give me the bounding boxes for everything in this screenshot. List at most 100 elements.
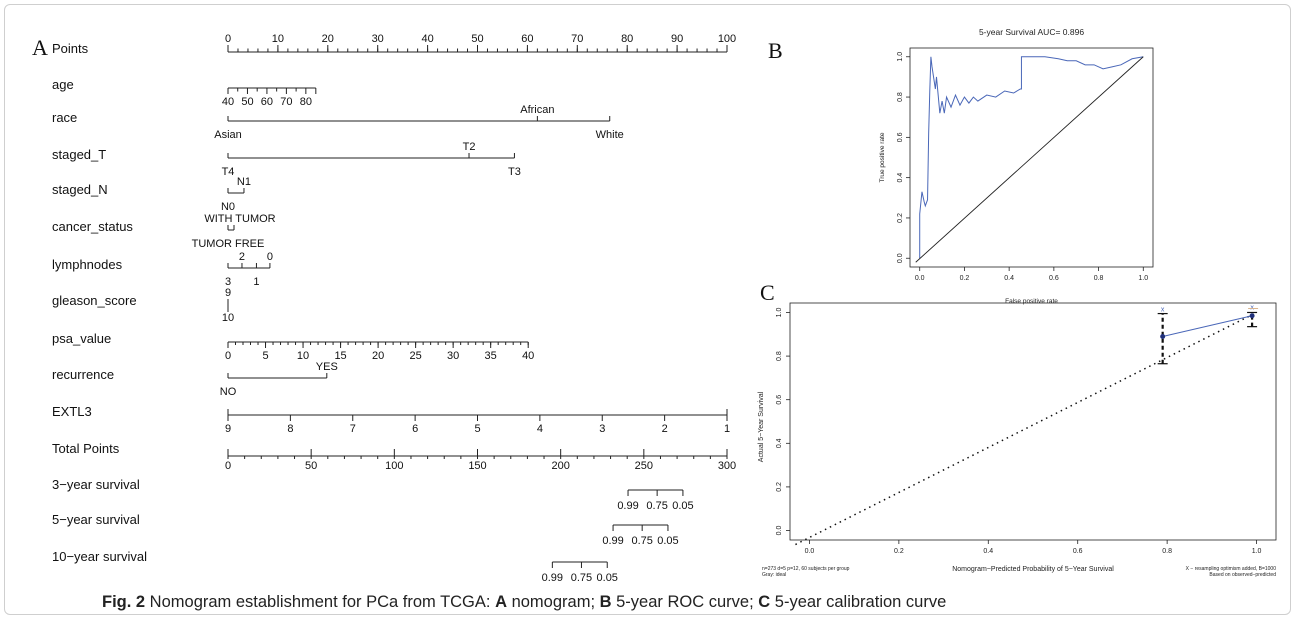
ideal-line: [795, 311, 1257, 546]
tick-label: 15: [334, 350, 346, 362]
tick-label: 0.05: [672, 500, 693, 512]
x-tick-label: 0.8: [1094, 275, 1104, 282]
level-label: N0: [221, 201, 235, 213]
tick-label: 0.05: [657, 535, 678, 547]
row-label: staged_N: [52, 182, 108, 197]
x-tick-label: 1.0: [1252, 548, 1262, 555]
tick-label: 0.99: [617, 500, 638, 512]
tick-label: 10: [297, 350, 309, 362]
y-tick-label: 1.0: [776, 308, 783, 318]
tick-label: 80: [300, 96, 312, 108]
tick-label: 250: [635, 460, 653, 472]
y-tick-label: 0.0: [897, 253, 904, 263]
chart-title: 5-year Survival AUC= 0.896: [979, 27, 1084, 37]
level-label: White: [596, 129, 624, 141]
caption-text-2: nomogram;: [507, 593, 600, 611]
level-label: T2: [463, 141, 476, 153]
tick-label: 6: [412, 423, 418, 435]
tick-label: 0: [225, 460, 231, 472]
tick-label: 30: [372, 33, 384, 45]
tick-label: 5: [262, 350, 268, 362]
row-label: gleason_score: [52, 293, 137, 308]
row-label: Points: [52, 41, 89, 56]
tick-label: 8: [287, 423, 293, 435]
row-label: EXTL3: [52, 404, 92, 419]
plot-box: [789, 302, 1277, 541]
level-label: T4: [222, 166, 235, 178]
tick-label: 3: [599, 423, 605, 435]
tick-label: 40: [522, 350, 534, 362]
tick-label: 70: [571, 33, 583, 45]
caption-text-3: 5-year ROC curve;: [611, 593, 759, 611]
observed-point: [1160, 333, 1166, 339]
level-label: 2: [239, 251, 245, 263]
tick-label: 9: [225, 423, 231, 435]
tick-label: 70: [280, 96, 292, 108]
figure-frame: [4, 4, 1291, 615]
tick-label: 2: [662, 423, 668, 435]
y-tick-label: 0.4: [897, 173, 904, 183]
caption-a: A: [495, 593, 507, 611]
tick-label: 90: [671, 33, 683, 45]
row-label: cancer_status: [52, 219, 133, 234]
roc-curve: [919, 56, 1144, 259]
resample-marker: x: [1161, 306, 1165, 313]
x-tick-label: 0.0: [805, 548, 815, 555]
tick-label: 7: [350, 423, 356, 435]
note-right-2: Based on observed−predicted: [1209, 572, 1276, 578]
calibration-panel: C Nomogram−Predicted Probability of 5−Yea…: [758, 280, 1277, 578]
figure-caption: Fig. 2 Nomogram establishment for PCa fr…: [102, 593, 946, 612]
x-tick-label: 0.4: [1004, 275, 1014, 282]
level-label: NO: [220, 386, 237, 398]
row-label: lymphnodes: [52, 257, 123, 272]
row-label: 3−year survival: [52, 477, 140, 492]
row-label: 10−year survival: [52, 549, 147, 564]
plot-box: [909, 47, 1154, 268]
level-label: TUMOR FREE: [192, 238, 265, 250]
row-label: race: [52, 110, 77, 125]
tick-label: 60: [261, 96, 273, 108]
tick-label: 100: [385, 460, 403, 472]
y-tick-label: 0.0: [776, 526, 783, 536]
level-label: 10: [222, 312, 234, 324]
tick-label: 4: [537, 423, 543, 435]
caption-fig-label: Fig. 2: [102, 593, 146, 611]
row-label: age: [52, 77, 74, 92]
panel-letter-a: A: [32, 35, 48, 60]
level-label: Asian: [214, 129, 242, 141]
x-tick-label: 1.0: [1138, 275, 1148, 282]
tick-label: 0.05: [597, 572, 618, 584]
y-tick-label: 0.6: [776, 395, 783, 405]
tick-label: 200: [551, 460, 569, 472]
tick-label: 0.75: [631, 535, 652, 547]
x-tick-label: 0.8: [1162, 548, 1172, 555]
note-left-1: n=273 d=5 p=12, 60 subjects per group: [762, 566, 850, 572]
tick-label: 35: [485, 350, 497, 362]
row-label: staged_T: [52, 147, 106, 162]
tick-label: 5: [474, 423, 480, 435]
tick-label: 300: [718, 460, 736, 472]
tick-label: 50: [241, 96, 253, 108]
tick-label: 0.99: [542, 572, 563, 584]
caption-b: B: [599, 593, 612, 611]
tick-label: 20: [372, 350, 384, 362]
diagonal-reference: [915, 56, 1144, 263]
tick-label: 0: [225, 33, 231, 45]
level-label: 9: [225, 287, 231, 299]
y-tick-label: 0.4: [776, 438, 783, 448]
note-left-2: Gray: ideal: [762, 572, 786, 578]
level-label: YES: [316, 361, 338, 373]
tick-label: 100: [718, 33, 736, 45]
x-tick-label: 0.6: [1073, 548, 1083, 555]
y-axis-label: True positive rate: [879, 132, 886, 182]
level-label: WITH TUMOR: [204, 213, 275, 225]
x-tick-label: 0.2: [894, 548, 904, 555]
level-label: African: [520, 104, 554, 116]
note-right-1: X − resampling optimism added, B=1000: [1186, 566, 1277, 572]
row-label: psa_value: [52, 331, 111, 346]
row-label: 5−year survival: [52, 512, 140, 527]
tick-label: 60: [521, 33, 533, 45]
panel-letter-c: C: [760, 280, 775, 305]
y-tick-label: 1.0: [897, 52, 904, 62]
